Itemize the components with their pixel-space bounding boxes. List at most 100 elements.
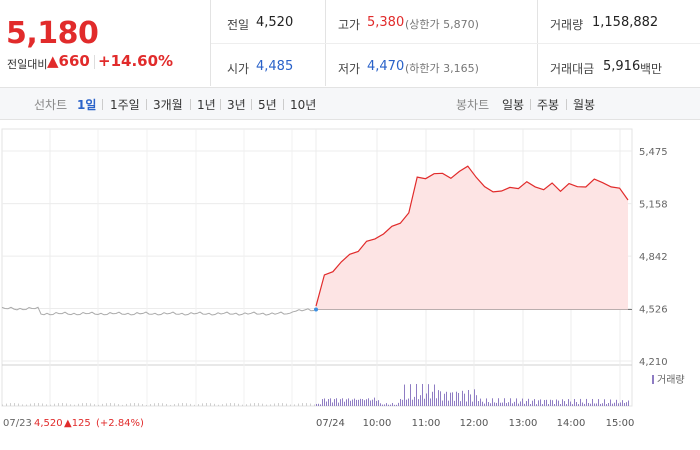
volume-bar-prev — [110, 403, 111, 406]
open-marker — [314, 307, 318, 312]
candle-chart-label: 봉차트 — [456, 98, 490, 112]
volume-bar-prev — [70, 404, 71, 406]
volume-bar — [492, 398, 493, 406]
volume-bar — [484, 403, 485, 406]
volume-bar — [462, 390, 463, 406]
period-1w[interactable]: 1주일 — [110, 98, 140, 112]
volume-bar — [374, 397, 375, 406]
volume-bar — [464, 393, 465, 406]
volume-bar-prev — [102, 403, 103, 406]
low-value: 4,470 — [367, 59, 405, 74]
current-price: 5,180 — [6, 16, 99, 51]
prev-close-value: 4,520 — [256, 15, 294, 30]
volume-bar — [470, 394, 471, 406]
volume-bar-prev — [66, 403, 67, 406]
period-1d[interactable]: 1일 — [77, 98, 97, 112]
line-chart-label: 선차트 — [34, 98, 68, 112]
volume-bar-prev — [142, 404, 143, 406]
period-10y[interactable]: 10년 — [290, 98, 317, 112]
volume-bar — [412, 399, 413, 406]
volume-bar-prev — [306, 403, 307, 406]
volume-bar-prev — [150, 403, 151, 406]
volume-bar — [442, 400, 443, 406]
volume-bar — [394, 404, 395, 406]
volume-bar — [476, 395, 477, 406]
volume-bar — [610, 399, 611, 406]
volume-bar — [428, 384, 429, 406]
volume-bar — [434, 384, 435, 406]
volume-bar — [460, 401, 461, 406]
volume-bar — [538, 400, 539, 406]
change-percent: +14.60% — [98, 52, 174, 70]
volume-bar-prev — [10, 403, 11, 406]
prev-day-close: 4,520 — [34, 418, 63, 429]
volume-bar — [468, 389, 469, 406]
volume-bar — [376, 400, 377, 406]
x-tick-prev-day: 07/23 — [3, 418, 32, 429]
volume-bar — [570, 401, 571, 406]
candle-weekly[interactable]: 주봉 — [537, 98, 560, 112]
volume-bar-prev — [98, 404, 99, 406]
volume-bar — [530, 404, 531, 406]
period-3m[interactable]: 3개월 — [153, 98, 183, 112]
volume-bar — [474, 389, 475, 406]
volume-bar — [588, 402, 589, 406]
period-3y[interactable]: 3년 — [227, 98, 246, 112]
period-1y[interactable]: 1년 — [197, 98, 216, 112]
volume-bar-prev — [78, 403, 79, 406]
volume-bar-prev — [138, 403, 139, 406]
volume-bar — [594, 403, 595, 406]
volume-bar — [504, 398, 505, 406]
volume-bar — [542, 404, 543, 406]
chart-toolbar: 선차트 1일 1주일 3개월 1년 3년 5년 10년 봉차트 일봉 주봉 월봉 — [0, 87, 700, 120]
volume-bar — [466, 401, 467, 406]
volume-bar-prev — [134, 403, 135, 406]
volume-bar-prev — [90, 403, 91, 406]
volume-bar-prev — [106, 403, 107, 406]
volume-bar — [600, 403, 601, 406]
price-fill — [316, 166, 628, 310]
volume-bar-prev — [26, 404, 27, 406]
volume-bar — [386, 403, 387, 406]
volume-bar — [608, 402, 609, 406]
volume-bar-prev — [162, 403, 163, 406]
y-tick-label: 4,526 — [639, 305, 668, 316]
volume-bar — [328, 399, 329, 406]
volume-bar-prev — [310, 403, 311, 406]
volume-bar — [350, 400, 351, 406]
volume-bar — [420, 395, 421, 406]
volume-bar-prev — [22, 404, 23, 406]
volume-bar-prev — [210, 403, 211, 406]
divider — [190, 99, 191, 110]
volume-bar — [590, 403, 591, 406]
candle-monthly[interactable]: 월봉 — [573, 98, 596, 112]
x-tick-label: 10:00 — [363, 418, 392, 429]
prev-close-label: 전일 — [227, 18, 250, 32]
y-tick-label: 5,158 — [639, 200, 668, 211]
volume-bar-prev — [190, 403, 191, 406]
volume-bar — [584, 403, 585, 406]
volume-bar — [458, 392, 459, 406]
volume-bar — [558, 400, 559, 406]
period-5y[interactable]: 5년 — [258, 98, 277, 112]
volume-bar-prev — [46, 404, 47, 406]
volume-bar — [506, 403, 507, 406]
volume-bar — [596, 403, 597, 406]
volume-bar — [366, 399, 367, 406]
volume-bar-prev — [14, 403, 15, 406]
volume-bar — [320, 404, 321, 406]
volume-bar — [500, 402, 501, 406]
volume-bar-prev — [158, 403, 159, 406]
volume-bar — [388, 404, 389, 406]
volume-bar — [522, 398, 523, 406]
volume-bar — [452, 392, 453, 406]
volume-bar-prev — [298, 403, 299, 406]
x-tick-label: 12:00 — [460, 418, 489, 429]
volume-bar-prev — [250, 403, 251, 406]
candle-daily[interactable]: 일봉 — [502, 98, 525, 112]
quote-header: 5,180 전일대비 ▲660 +14.60% 전일 4,520 시가 4,48… — [0, 0, 700, 86]
volume-bar — [338, 402, 339, 406]
divider — [211, 43, 700, 44]
volume-bar-prev — [242, 404, 243, 406]
volume-bar-prev — [154, 403, 155, 406]
